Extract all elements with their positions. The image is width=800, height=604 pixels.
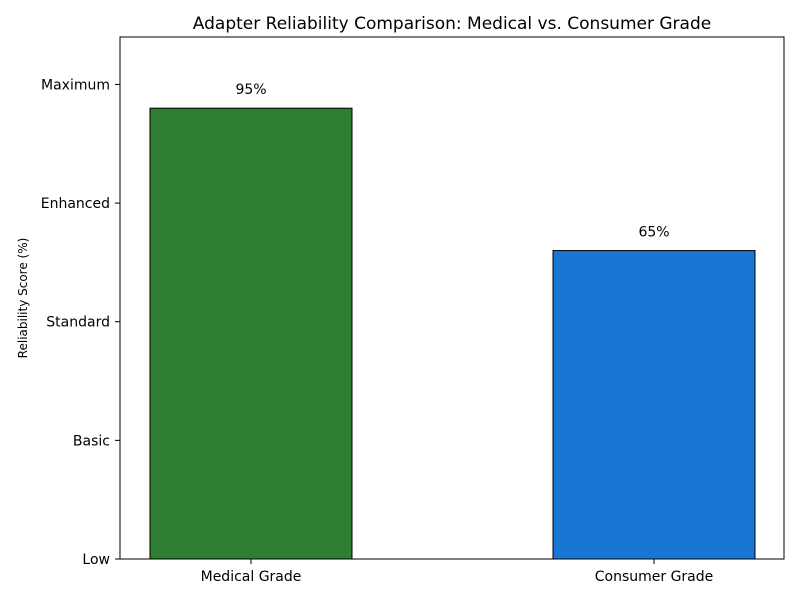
x-tick-label: Medical Grade <box>201 569 302 585</box>
chart-title: Adapter Reliability Comparison: Medical … <box>193 14 711 34</box>
y-tick-label: Maximum <box>41 77 110 93</box>
y-tick-label: Enhanced <box>41 196 110 212</box>
x-tick-label: Consumer Grade <box>595 569 714 585</box>
y-tick-label: Basic <box>73 433 110 449</box>
bar-consumer-grade <box>552 250 756 560</box>
plot-frame <box>119 36 785 560</box>
y-tick-label: Standard <box>46 315 110 331</box>
data-label: 65% <box>638 225 669 241</box>
y-axis-label: Reliability Score (%) <box>16 238 30 359</box>
data-label: 95% <box>235 82 266 98</box>
bar-medical-grade <box>149 107 353 560</box>
y-tick-label: Low <box>82 552 110 568</box>
